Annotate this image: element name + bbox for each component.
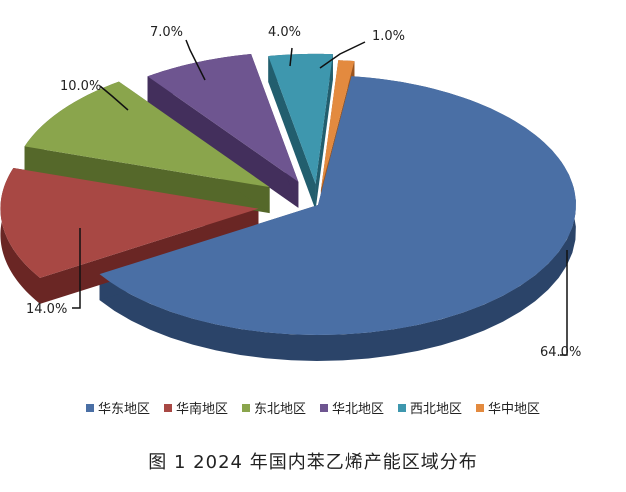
legend-swatch-northwest bbox=[398, 403, 407, 412]
pie-slice-3 bbox=[147, 54, 299, 182]
leader-line-1 bbox=[72, 228, 81, 309]
legend-item-central: 华中地区 bbox=[476, 398, 540, 417]
leader-line-2 bbox=[99, 85, 129, 111]
pie-slice-1 bbox=[0, 167, 259, 278]
data-label-5: 1.0% bbox=[372, 29, 405, 44]
pie-slice-wall-1-0 bbox=[40, 208, 259, 304]
data-label-1: 14.0% bbox=[26, 302, 67, 317]
pie-slice-0 bbox=[99, 76, 576, 335]
pie-slice-2 bbox=[24, 81, 270, 188]
legend-item-northeast: 东北地区 bbox=[241, 398, 306, 417]
legend-label-north: 华北地区 bbox=[332, 402, 385, 417]
legend-label-northwest: 西北地区 bbox=[410, 402, 463, 417]
data-label-0: 64.0% bbox=[540, 345, 581, 360]
data-label-4: 4.0% bbox=[268, 25, 301, 40]
legend-label-central: 华中地区 bbox=[488, 402, 541, 417]
pie-slice-wall-4-0 bbox=[268, 56, 316, 210]
legend-label-south: 华南地区 bbox=[175, 402, 228, 417]
pie-slice-wall-3-0 bbox=[147, 76, 299, 208]
legend-item-south: 华南地区 bbox=[163, 398, 228, 417]
leader-line-3 bbox=[185, 39, 206, 81]
legend-swatch-south bbox=[163, 403, 172, 412]
leader-line-0 bbox=[560, 250, 568, 356]
legend-item-north: 华北地区 bbox=[320, 398, 384, 417]
pie-chart: 64.0% 14.0% 10.0% 7.0% 4.0% 1.0% bbox=[0, 25, 581, 361]
leader-line-5 bbox=[319, 41, 366, 69]
legend-swatch-central bbox=[476, 403, 485, 412]
pie-slice-5 bbox=[320, 60, 355, 190]
pie-slice-4 bbox=[268, 53, 333, 184]
figure-caption: 图 1 2024 年国内苯乙烯产能区域分布 bbox=[148, 452, 478, 473]
leader-line-4 bbox=[289, 47, 293, 67]
legend-swatch-north bbox=[320, 403, 328, 412]
legend-item-east: 华东地区 bbox=[85, 398, 150, 417]
legend-label-east: 华东地区 bbox=[97, 402, 150, 417]
pie-slice-wall-4-1 bbox=[315, 54, 333, 210]
pie-slice-outer-wall-1 bbox=[0, 167, 41, 304]
legend-label-northeast: 东北地区 bbox=[253, 402, 306, 417]
legend-item-northwest: 西北地区 bbox=[398, 398, 462, 417]
chart-legend: 华东地区 华南地区 东北地区 华北地区 西北地区 华中地区 bbox=[0, 398, 626, 417]
data-label-3: 7.0% bbox=[150, 25, 183, 40]
data-label-2: 10.0% bbox=[60, 79, 101, 94]
legend-swatch-northeast bbox=[241, 403, 250, 412]
pie-slice-wall-2-0 bbox=[24, 146, 270, 214]
legend-swatch-east bbox=[85, 403, 94, 412]
